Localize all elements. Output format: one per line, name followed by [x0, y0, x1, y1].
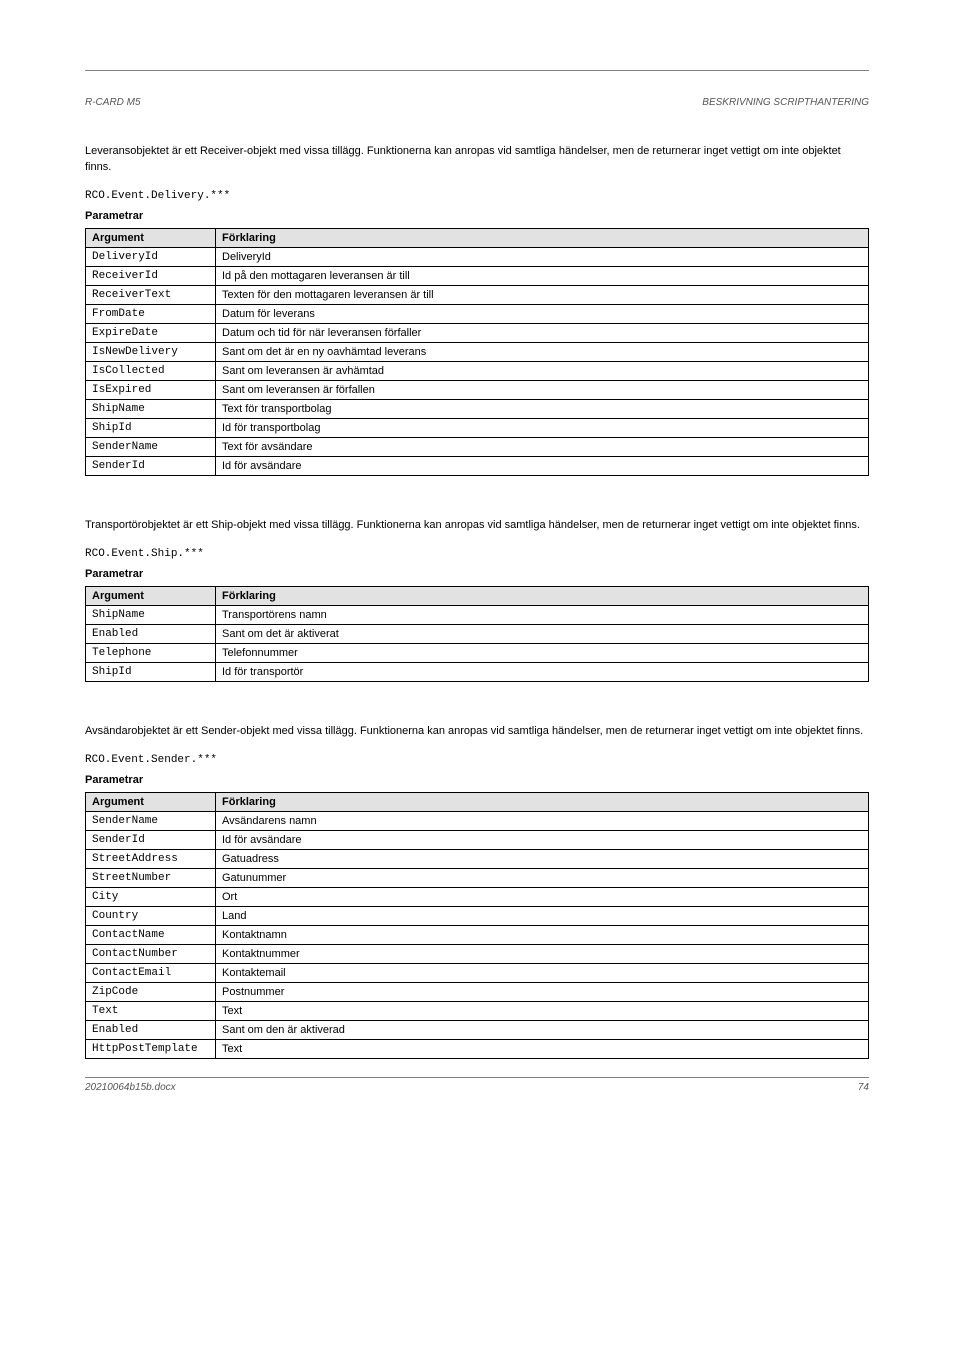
table-header: Argument	[86, 228, 216, 247]
table-row: ShipIdId för transportör	[86, 662, 869, 681]
delivery-heading: RCO.Event.Delivery.***	[85, 190, 869, 202]
table-row: FromDateDatum för leverans	[86, 304, 869, 323]
table-row: SenderIdId för avsändare	[86, 830, 869, 849]
ship-heading: RCO.Event.Ship.***	[85, 548, 869, 560]
bottom-rule	[85, 1077, 869, 1078]
top-rule	[85, 70, 869, 71]
ship-intro: Transportörobjektet är ett Ship-objekt m…	[85, 518, 869, 534]
footer-left: 20210064b15b.docx	[85, 1082, 176, 1093]
table-row: IsNewDeliverySant om det är en ny oavhäm…	[86, 342, 869, 361]
table-row: IsCollectedSant om leveransen är avhämta…	[86, 361, 869, 380]
table-header: Förklaring	[216, 586, 869, 605]
sender-intro: Avsändarobjektet är ett Sender-objekt me…	[85, 724, 869, 740]
table-row: StreetNumberGatunummer	[86, 868, 869, 887]
table-row: ContactEmailKontaktemail	[86, 963, 869, 982]
table-row: StreetAddressGatuadress	[86, 849, 869, 868]
table-row: SenderNameAvsändarens namn	[86, 811, 869, 830]
sender-heading: RCO.Event.Sender.***	[85, 754, 869, 766]
table-row: ShipNameText för transportbolag	[86, 399, 869, 418]
sender-params-label: Parametrar	[85, 774, 869, 786]
table-row: IsExpiredSant om leveransen är förfallen	[86, 380, 869, 399]
delivery-table: Argument Förklaring DeliveryIdDeliveryId…	[85, 228, 869, 476]
table-row: ContactNumberKontaktnummer	[86, 944, 869, 963]
table-row: HttpPostTemplateText	[86, 1039, 869, 1058]
sender-table: Argument Förklaring SenderNameAvsändaren…	[85, 792, 869, 1059]
table-row: TelephoneTelefonnummer	[86, 643, 869, 662]
footer-right: 74	[858, 1082, 869, 1093]
table-header: Förklaring	[216, 792, 869, 811]
table-row: ReceiverTextTexten för den mottagaren le…	[86, 285, 869, 304]
header-left: R-CARD M5	[85, 97, 141, 108]
table-row: SenderIdId för avsändare	[86, 456, 869, 475]
table-row: CountryLand	[86, 906, 869, 925]
table-row: EnabledSant om den är aktiverad	[86, 1020, 869, 1039]
page-footer: 20210064b15b.docx 74	[85, 1082, 869, 1093]
ship-table: Argument Förklaring ShipNameTransportöre…	[85, 586, 869, 682]
table-row: CityOrt	[86, 887, 869, 906]
ship-params-label: Parametrar	[85, 568, 869, 580]
table-row: ReceiverIdId på den mottagaren leveranse…	[86, 266, 869, 285]
table-header: Förklaring	[216, 228, 869, 247]
table-row: EnabledSant om det är aktiverat	[86, 624, 869, 643]
table-header: Argument	[86, 792, 216, 811]
table-header: Argument	[86, 586, 216, 605]
table-row: SenderNameText för avsändare	[86, 437, 869, 456]
table-row: ShipNameTransportörens namn	[86, 605, 869, 624]
header-right: BESKRIVNING SCRIPTHANTERING	[702, 97, 869, 108]
table-row: ShipIdId för transportbolag	[86, 418, 869, 437]
table-row: ExpireDateDatum och tid för när leverans…	[86, 323, 869, 342]
delivery-intro: Leveransobjektet är ett Receiver-objekt …	[85, 144, 869, 176]
table-row: TextText	[86, 1001, 869, 1020]
table-row: ContactNameKontaktnamn	[86, 925, 869, 944]
page-header: R-CARD M5 BESKRIVNING SCRIPTHANTERING	[85, 97, 869, 108]
delivery-params-label: Parametrar	[85, 210, 869, 222]
table-row: ZipCodePostnummer	[86, 982, 869, 1001]
table-row: DeliveryIdDeliveryId	[86, 247, 869, 266]
